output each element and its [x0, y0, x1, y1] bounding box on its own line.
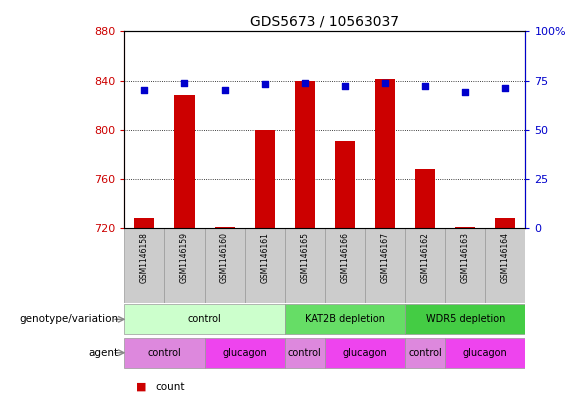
- Text: KAT2B depletion: KAT2B depletion: [305, 314, 385, 324]
- Text: GSM1146158: GSM1146158: [140, 231, 149, 283]
- Text: GSM1146159: GSM1146159: [180, 231, 189, 283]
- Bar: [375, 79, 395, 228]
- Bar: [245, 228, 285, 303]
- Bar: [215, 227, 234, 228]
- Text: GSM1146165: GSM1146165: [301, 231, 309, 283]
- Text: agent: agent: [89, 348, 119, 358]
- Bar: [445, 228, 485, 303]
- Text: GSM1146162: GSM1146162: [421, 231, 429, 283]
- Bar: [325, 228, 365, 303]
- Text: control: control: [147, 348, 181, 358]
- Bar: [405, 304, 525, 334]
- Bar: [455, 227, 475, 228]
- Text: glucagon: glucagon: [463, 348, 508, 358]
- Text: control: control: [188, 314, 221, 324]
- Text: WDR5 depletion: WDR5 depletion: [425, 314, 505, 324]
- Bar: [285, 304, 405, 334]
- Bar: [285, 338, 325, 368]
- Point: [421, 83, 430, 90]
- Bar: [124, 338, 205, 368]
- Point: [180, 79, 189, 86]
- Bar: [124, 228, 164, 303]
- Bar: [405, 228, 445, 303]
- Bar: [405, 338, 445, 368]
- Title: GDS5673 / 10563037: GDS5673 / 10563037: [250, 15, 399, 29]
- Point: [301, 79, 310, 86]
- Text: GSM1146167: GSM1146167: [381, 231, 389, 283]
- Point: [461, 89, 470, 95]
- Bar: [325, 338, 405, 368]
- Bar: [335, 141, 355, 228]
- Text: GSM1146160: GSM1146160: [220, 231, 229, 283]
- Text: count: count: [155, 382, 185, 392]
- Text: genotype/variation: genotype/variation: [20, 314, 119, 324]
- Point: [220, 87, 229, 94]
- Bar: [205, 338, 285, 368]
- Point: [341, 83, 350, 90]
- Bar: [164, 228, 205, 303]
- Bar: [134, 218, 154, 228]
- Bar: [445, 338, 525, 368]
- Text: GSM1146163: GSM1146163: [461, 231, 470, 283]
- Bar: [205, 228, 245, 303]
- Text: glucagon: glucagon: [342, 348, 388, 358]
- Bar: [365, 228, 405, 303]
- Bar: [415, 169, 435, 228]
- Text: ■: ■: [136, 382, 146, 392]
- Bar: [496, 218, 515, 228]
- Bar: [285, 228, 325, 303]
- Point: [140, 87, 149, 94]
- Text: GSM1146166: GSM1146166: [341, 231, 349, 283]
- Text: GSM1146164: GSM1146164: [501, 231, 510, 283]
- Text: glucagon: glucagon: [222, 348, 267, 358]
- Text: control: control: [408, 348, 442, 358]
- Bar: [175, 95, 194, 228]
- Point: [501, 85, 510, 92]
- Text: control: control: [288, 348, 321, 358]
- Point: [381, 79, 390, 86]
- Bar: [124, 304, 285, 334]
- Text: GSM1146161: GSM1146161: [260, 231, 269, 283]
- Bar: [295, 81, 315, 228]
- Point: [260, 81, 270, 88]
- Bar: [255, 130, 275, 228]
- Bar: [485, 228, 525, 303]
